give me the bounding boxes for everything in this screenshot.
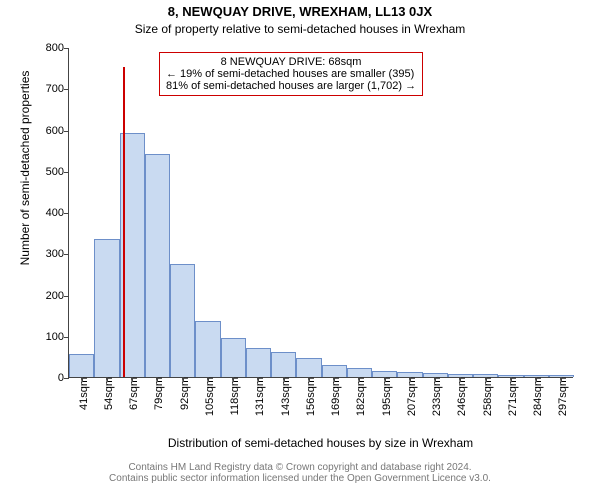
x-tick-mark [233,377,234,382]
x-tick-mark [385,377,386,382]
footer-line-1: Contains HM Land Registry data © Crown c… [0,462,600,473]
x-tick-label: 156sqm [301,377,317,416]
y-tick-mark [64,337,69,338]
x-tick-label: 233sqm [427,377,443,416]
x-tick-label: 271sqm [503,377,519,416]
x-tick-label: 131sqm [250,377,266,416]
x-axis-label: Distribution of semi-detached houses by … [68,436,573,450]
y-tick-mark [64,254,69,255]
chart-plot-area: 010020030040050060070080041sqm54sqm67sqm… [68,48,573,378]
annotation-line: 8 NEWQUAY DRIVE: 68sqm [166,56,416,68]
x-tick-mark [183,377,184,382]
histogram-bar [170,264,195,377]
annotation-line: 81% of semi-detached houses are larger (… [166,80,416,92]
histogram-bar [221,338,246,377]
chart-footer: Contains HM Land Registry data © Crown c… [0,462,600,484]
y-tick-mark [64,378,69,379]
x-tick-label: 195sqm [377,377,393,416]
x-tick-mark [132,377,133,382]
histogram-bar [195,321,220,377]
y-axis-label: Number of semi-detached properties [18,3,32,333]
y-tick-mark [64,296,69,297]
histogram-bar [271,352,296,377]
x-tick-mark [334,377,335,382]
x-tick-label: 246sqm [452,377,468,416]
histogram-bar [69,354,94,377]
x-tick-mark [309,377,310,382]
x-tick-mark [435,377,436,382]
x-tick-mark [284,377,285,382]
x-tick-mark [82,377,83,382]
x-tick-label: 105sqm [200,377,216,416]
x-tick-label: 182sqm [351,377,367,416]
histogram-bar [246,348,271,377]
x-tick-label: 258sqm [478,377,494,416]
annotation-line: ← 19% of semi-detached houses are smalle… [166,68,416,80]
x-tick-label: 169sqm [326,377,342,416]
x-tick-label: 284sqm [528,377,544,416]
x-tick-mark [486,377,487,382]
property-marker-line [123,67,125,377]
y-tick-mark [64,48,69,49]
x-tick-mark [157,377,158,382]
x-tick-label: 143sqm [276,377,292,416]
x-tick-label: 207sqm [402,377,418,416]
x-tick-mark [410,377,411,382]
histogram-bar [296,358,321,377]
x-tick-mark [359,377,360,382]
x-tick-mark [511,377,512,382]
y-tick-mark [64,89,69,90]
page-subtitle: Size of property relative to semi-detach… [0,22,600,36]
x-tick-label: 118sqm [225,377,241,415]
histogram-bar [94,239,119,377]
x-tick-mark [208,377,209,382]
y-tick-mark [64,131,69,132]
x-tick-mark [258,377,259,382]
x-tick-mark [107,377,108,382]
histogram-bar [145,154,170,377]
histogram-bar [347,368,372,377]
y-tick-mark [64,172,69,173]
x-tick-mark [561,377,562,382]
page-title: 8, NEWQUAY DRIVE, WREXHAM, LL13 0JX [0,4,600,19]
x-tick-mark [536,377,537,382]
y-tick-mark [64,213,69,214]
histogram-bar [322,365,347,377]
footer-line-2: Contains public sector information licen… [0,473,600,484]
annotation-box: 8 NEWQUAY DRIVE: 68sqm← 19% of semi-deta… [159,52,423,96]
x-tick-label: 297sqm [553,377,569,416]
x-tick-mark [460,377,461,382]
